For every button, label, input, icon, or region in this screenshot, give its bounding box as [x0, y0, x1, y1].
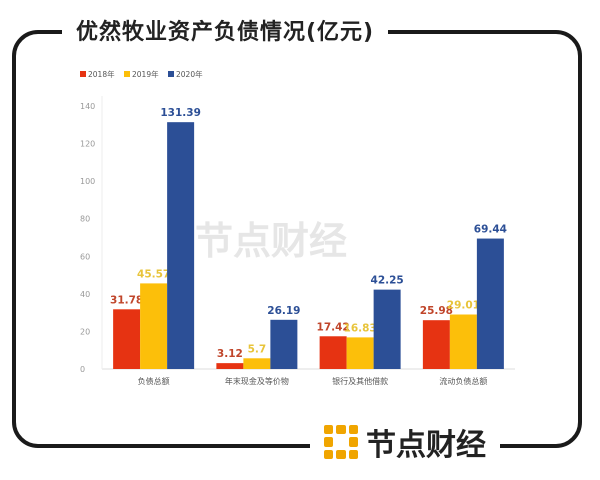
y-tick-label: 100: [80, 177, 95, 186]
data-label: 5.7: [248, 343, 267, 355]
y-tick-label: 80: [80, 215, 90, 224]
chart-title: 优然牧业资产负债情况(亿元): [62, 14, 389, 46]
y-tick-label: 120: [80, 140, 95, 149]
data-label: 26.19: [267, 305, 300, 317]
bar-2020年: [476, 238, 504, 369]
data-label: 17.42: [317, 321, 350, 333]
y-tick-label: 0: [80, 365, 85, 374]
x-tick-label: 年末现金及等价物: [225, 376, 289, 386]
logo-icon: [324, 425, 358, 459]
bar-2019年: [140, 283, 168, 369]
legend-swatch: [80, 71, 86, 77]
data-label: 42.25: [371, 275, 404, 287]
bar-2019年: [449, 314, 477, 369]
bar-2019年: [243, 358, 271, 369]
brand-name: 节点财经: [366, 428, 486, 463]
data-label: 45.57: [137, 268, 170, 280]
bar-2018年: [113, 309, 141, 369]
data-label: 16.83: [344, 322, 377, 334]
data-label: 3.12: [217, 348, 243, 360]
x-tick-label: 负债总额: [138, 376, 170, 386]
watermark-text: 节点财经: [195, 219, 348, 263]
bar-2018年: [319, 336, 347, 369]
y-tick-label: 40: [80, 290, 90, 299]
bar-2018年: [216, 363, 244, 369]
bar-2018年: [422, 320, 450, 369]
brand-logo: 节点财经: [310, 420, 500, 464]
y-tick-label: 140: [80, 102, 95, 111]
data-label: 31.78: [110, 294, 143, 306]
data-label: 131.39: [160, 107, 201, 119]
bar-2020年: [167, 122, 195, 369]
legend-swatch: [124, 71, 130, 77]
bar-2019年: [346, 337, 374, 369]
x-tick-label: 银行及其他借款: [332, 376, 388, 386]
bar-2020年: [270, 319, 298, 369]
data-label: 69.44: [474, 224, 507, 236]
x-tick-label: 流动负债总额: [439, 376, 487, 386]
data-label: 25.98: [420, 305, 453, 317]
y-tick-label: 60: [80, 252, 90, 261]
legend-label: 2020年: [176, 69, 203, 79]
data-label: 29.01: [447, 300, 480, 312]
legend-swatch: [168, 71, 174, 77]
legend-label: 2019年: [132, 69, 159, 79]
y-tick-label: 20: [80, 327, 90, 336]
legend-label: 2018年: [88, 69, 115, 79]
bar-2020年: [373, 289, 401, 369]
watermark: 节点财经: [195, 210, 347, 265]
